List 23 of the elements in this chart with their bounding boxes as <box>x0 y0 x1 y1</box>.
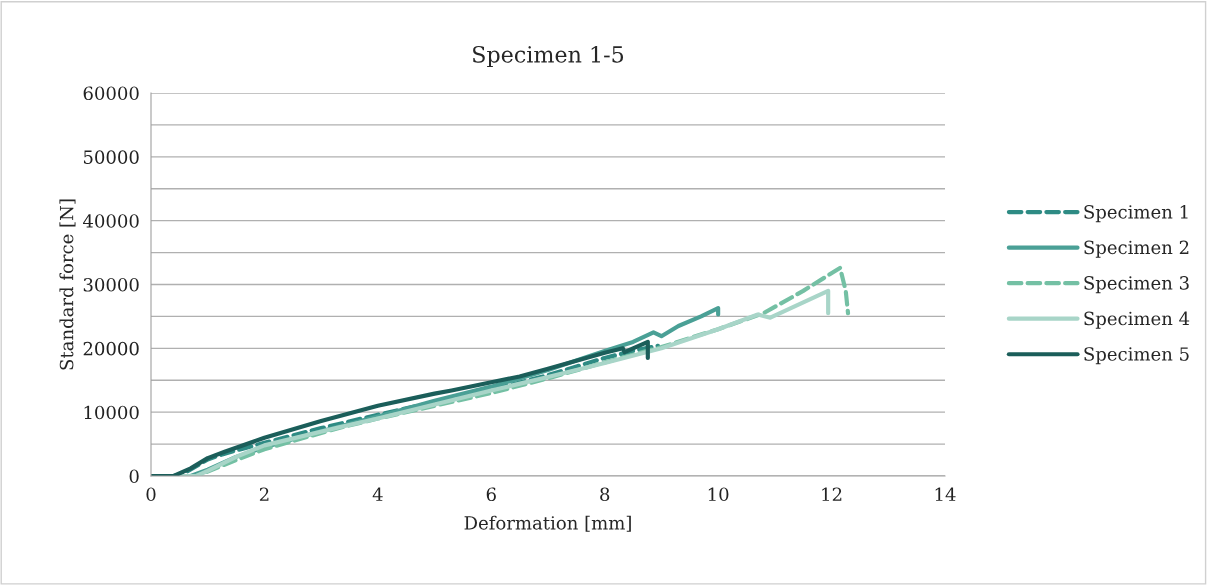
legend-label: Specimen 3 <box>1084 276 1189 294</box>
x-tick-label: 4 <box>372 487 383 501</box>
legend-label: Specimen 1 <box>1084 205 1188 223</box>
x-tick-label: 14 <box>935 487 956 501</box>
x-tick-label: 8 <box>600 487 610 502</box>
y-tick-label: 0 <box>129 469 139 484</box>
y-tick-label: 50000 <box>83 150 139 164</box>
chart-title: Specimen 1-5 <box>473 45 624 68</box>
x-tick-label: 2 <box>259 487 269 501</box>
x-tick-label: 0 <box>146 487 156 502</box>
y-tick-label: 60000 <box>83 86 139 101</box>
y-tick-label: 10000 <box>84 405 139 420</box>
x-tick-label: 12 <box>822 487 842 501</box>
x-tick-label: 10 <box>708 487 729 502</box>
legend-label: Specimen 4 <box>1084 311 1190 329</box>
legend-label: Specimen 2 <box>1084 240 1189 258</box>
x-tick-label: 6 <box>486 487 496 502</box>
y-tick-label: 20000 <box>83 341 139 356</box>
y-tick-label: 40000 <box>83 214 139 228</box>
y-axis-title: Standard force [N] <box>59 199 76 370</box>
y-tick-label: 30000 <box>83 277 139 292</box>
x-axis-title: Deformation [mm] <box>464 515 631 532</box>
legend-label: Specimen 5 <box>1084 347 1189 365</box>
